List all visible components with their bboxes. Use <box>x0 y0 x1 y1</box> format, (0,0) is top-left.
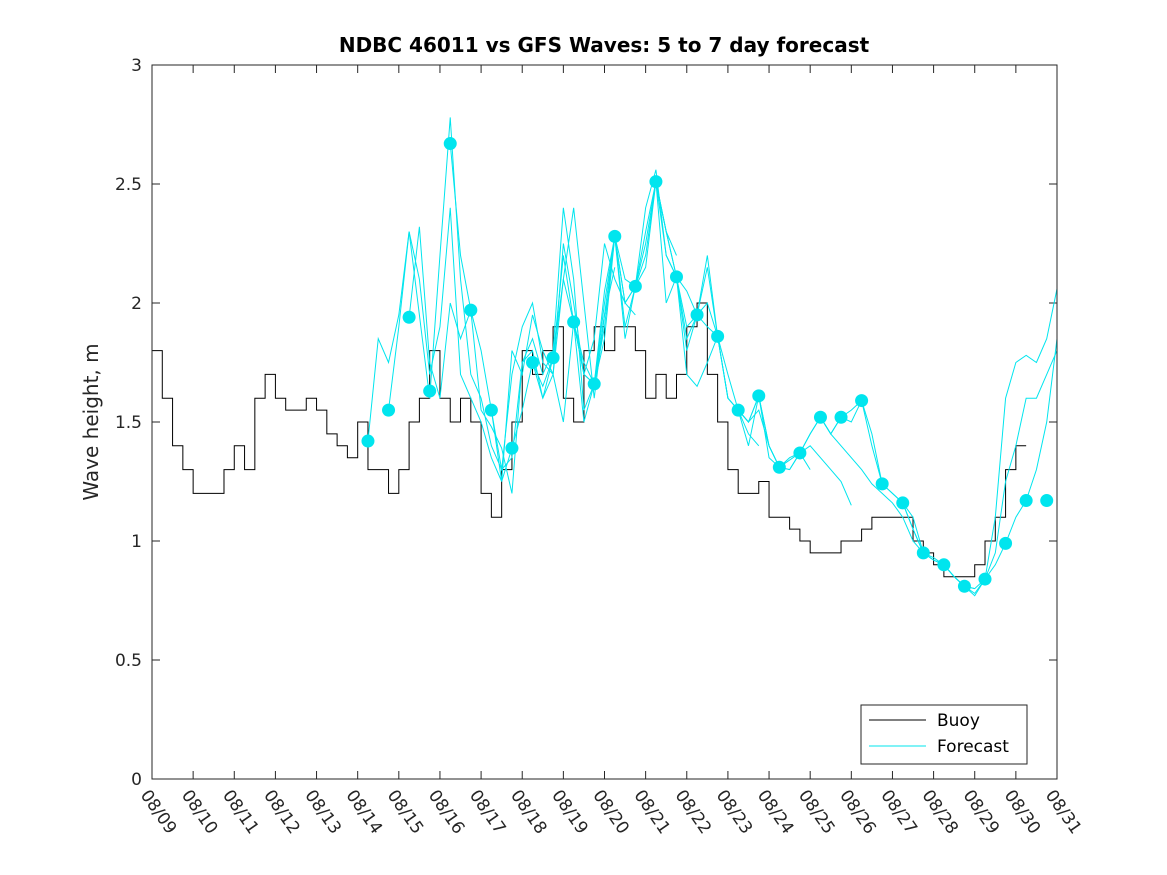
forecast-markers <box>361 137 1054 593</box>
forecast-marker <box>423 384 437 398</box>
forecast-marker <box>690 308 704 322</box>
forecast-marker <box>649 175 663 189</box>
y-tick-label: 3 <box>131 56 142 76</box>
forecast-marker <box>608 229 622 243</box>
forecast-marker <box>484 403 498 417</box>
x-tick-label: 08/13 <box>300 786 344 838</box>
forecast-marker <box>711 329 725 343</box>
forecast-marker <box>772 460 786 474</box>
forecast-marker <box>402 310 416 324</box>
y-axis-label: Wave height, m <box>79 343 103 500</box>
y-tick-label: 1 <box>131 532 142 552</box>
x-tick-label: 08/22 <box>671 786 715 838</box>
x-tick-label: 08/25 <box>794 786 838 838</box>
forecast-marker <box>937 558 951 572</box>
forecast-marker <box>382 403 396 417</box>
x-tick-label: 08/26 <box>835 786 879 838</box>
forecast-marker <box>978 572 992 586</box>
forecast-marker <box>1019 494 1033 508</box>
forecast-marker <box>587 377 601 391</box>
buoy-line <box>152 302 1027 578</box>
plot-frame <box>151 64 1058 780</box>
x-tick-label: 08/14 <box>342 786 386 838</box>
forecast-lines <box>367 117 1058 597</box>
forecast-marker <box>855 394 869 408</box>
buoy-series <box>152 302 1027 578</box>
x-tick-label: 08/18 <box>506 786 550 838</box>
x-tick-label: 08/24 <box>753 786 797 838</box>
x-tick-label: 08/20 <box>588 786 632 838</box>
x-tick-label: 08/11 <box>218 786 262 838</box>
x-tick-label: 08/21 <box>630 786 674 838</box>
forecast-marker <box>793 446 807 460</box>
x-tick-label: 08/15 <box>383 786 427 838</box>
x-tick-label: 08/27 <box>876 786 920 838</box>
forecast-marker <box>731 403 745 417</box>
x-tick-label: 08/29 <box>959 786 1003 838</box>
y-tick-label: 2 <box>131 294 142 314</box>
x-tick-label: 08/17 <box>465 786 509 838</box>
legend: Buoy Forecast <box>860 704 1028 765</box>
forecast-marker <box>628 279 642 293</box>
forecast-marker <box>526 356 540 369</box>
forecast-marker <box>916 546 930 560</box>
x-tick-label: 08/12 <box>259 786 303 838</box>
y-tick-label: 0 <box>131 770 142 790</box>
y-tick-label: 1.5 <box>115 413 142 433</box>
forecast-line <box>388 117 636 472</box>
forecast-marker <box>669 270 683 284</box>
forecast-marker <box>361 434 375 448</box>
x-tick-label: 08/31 <box>1041 786 1085 838</box>
forecast-marker <box>896 496 910 510</box>
forecast-marker <box>875 477 889 491</box>
y-tick-label: 0.5 <box>115 651 142 671</box>
forecast-marker <box>1040 494 1054 508</box>
forecast-marker <box>957 579 971 593</box>
legend-box <box>860 704 1028 765</box>
forecast-marker <box>834 410 848 424</box>
forecast-marker <box>813 410 827 424</box>
x-tick-label: 08/16 <box>424 786 468 838</box>
legend-forecast-label: Forecast <box>937 737 1009 757</box>
x-tick-label: 08/28 <box>917 786 961 838</box>
x-tick-label: 08/10 <box>177 786 221 838</box>
forecast-marker <box>567 315 581 329</box>
forecast-marker <box>505 441 519 455</box>
forecast-marker <box>752 389 766 403</box>
forecast-marker <box>464 303 478 317</box>
x-tick-label: 08/23 <box>712 786 756 838</box>
x-tick-label: 08/09 <box>136 786 180 838</box>
x-tick-label: 08/19 <box>547 786 591 838</box>
y-tick-label: 2.5 <box>115 175 142 195</box>
forecast-marker <box>546 351 560 365</box>
legend-buoy-label: Buoy <box>937 711 980 731</box>
x-tick-label: 08/30 <box>1000 786 1044 838</box>
forecast-line <box>655 181 924 554</box>
y-axis: 0 0.5 1 1.5 2 2.5 3 <box>115 56 1057 790</box>
forecast-marker <box>443 137 457 151</box>
plot-area <box>152 65 1057 779</box>
forecast-marker <box>999 536 1013 550</box>
chart-title: NDBC 46011 vs GFS Waves: 5 to 7 day fore… <box>339 33 870 57</box>
